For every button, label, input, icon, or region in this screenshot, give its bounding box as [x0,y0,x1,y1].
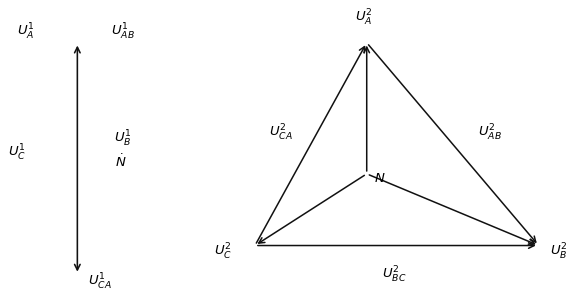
Text: $N$: $N$ [374,172,386,185]
Text: $U^{2}_{CA}$: $U^{2}_{CA}$ [269,123,293,143]
Text: $U^{2}_{BC}$: $U^{2}_{BC}$ [382,264,406,285]
Text: $U^{1}_{A}$: $U^{1}_{A}$ [17,22,34,42]
Text: $U^{2}_{A}$: $U^{2}_{A}$ [355,8,372,28]
Text: $U^{1}_{B}$: $U^{1}_{B}$ [115,129,132,149]
Text: $U^{1}_{C}$: $U^{1}_{C}$ [8,142,26,163]
Text: $U^{1}_{AB}$: $U^{1}_{AB}$ [111,22,135,42]
Text: $U^{1}_{CA}$: $U^{1}_{CA}$ [88,272,112,292]
Text: $U^{2}_{C}$: $U^{2}_{C}$ [214,242,233,262]
Text: $U^{2}_{AB}$: $U^{2}_{AB}$ [478,123,502,143]
Text: $U^{2}_{B}$: $U^{2}_{B}$ [550,242,567,262]
Text: $\dot{N}$: $\dot{N}$ [115,153,126,170]
